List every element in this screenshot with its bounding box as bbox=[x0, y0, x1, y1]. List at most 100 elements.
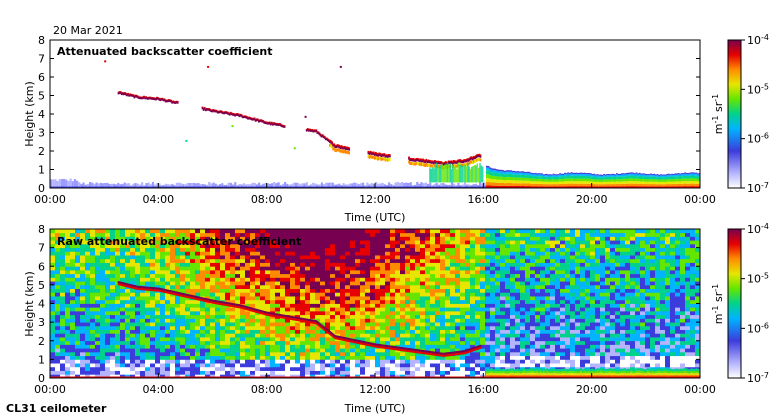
raw-cell bbox=[370, 232, 376, 237]
raw-cell bbox=[320, 277, 326, 282]
raw-cell bbox=[325, 374, 331, 378]
raw-cell bbox=[140, 310, 146, 316]
mixed-layer-cell bbox=[611, 186, 613, 188]
mixed-layer-cell bbox=[572, 181, 574, 184]
raw-cell bbox=[385, 229, 391, 234]
raw-cell bbox=[190, 243, 196, 249]
raw-cell bbox=[120, 277, 126, 282]
aerosol-cell bbox=[401, 181, 404, 188]
aerosol-cell bbox=[78, 182, 81, 188]
raw-cell bbox=[310, 299, 316, 304]
aerosol-cell bbox=[102, 186, 105, 188]
aerosol-cell bbox=[424, 182, 428, 188]
raw-cell bbox=[165, 273, 171, 278]
cloud-cell bbox=[415, 157, 418, 160]
mixed-layer-cell bbox=[539, 186, 542, 188]
raw-cell bbox=[85, 314, 91, 319]
raw-cell bbox=[150, 355, 156, 360]
raw-cell bbox=[110, 229, 116, 234]
mixed-layer-cell bbox=[489, 175, 492, 179]
mixed-layer-cell bbox=[570, 173, 573, 176]
raw-cell bbox=[210, 374, 216, 378]
raw-cell bbox=[185, 277, 191, 282]
raw-cell bbox=[200, 374, 206, 378]
aerosol-cell bbox=[316, 186, 319, 188]
raw-cell bbox=[165, 351, 171, 357]
cloud-cell bbox=[330, 141, 332, 144]
raw-cell bbox=[320, 348, 326, 353]
raw-cell bbox=[215, 281, 221, 286]
raw-cell bbox=[310, 329, 316, 334]
mixed-layer-cell bbox=[581, 181, 584, 184]
raw-cell bbox=[110, 329, 116, 334]
raw-cell bbox=[60, 318, 66, 323]
raw-cell bbox=[155, 251, 161, 256]
raw-cell bbox=[385, 310, 391, 316]
mixed-layer-cell bbox=[529, 173, 532, 176]
cloud-cell bbox=[456, 164, 458, 168]
raw-cell bbox=[305, 255, 311, 260]
raw-cell bbox=[65, 374, 71, 378]
raw-cell bbox=[90, 277, 96, 282]
raw-cell bbox=[240, 243, 246, 249]
aerosol-cell bbox=[370, 182, 373, 188]
raw-cell bbox=[255, 243, 261, 249]
mixed-layer-cell bbox=[593, 184, 596, 187]
mixed-layer-cell bbox=[531, 174, 534, 176]
raw-cell bbox=[110, 277, 116, 282]
raw-cell bbox=[135, 333, 141, 338]
raw-cell bbox=[225, 258, 231, 263]
raw-cell bbox=[120, 255, 126, 260]
raw-cell bbox=[235, 236, 241, 241]
raw-cell bbox=[190, 340, 196, 345]
mixed-layer-cell bbox=[536, 173, 539, 175]
raw-cell bbox=[305, 269, 311, 275]
raw-cell bbox=[65, 251, 71, 256]
raw-cell bbox=[335, 284, 341, 290]
mixed-layer-cell bbox=[568, 173, 571, 175]
raw-cell bbox=[140, 299, 146, 304]
raw-cell bbox=[185, 273, 191, 278]
raw-cell bbox=[345, 229, 351, 234]
raw-cell bbox=[330, 314, 336, 319]
raw-cell bbox=[350, 359, 356, 364]
mixed-layer-cell bbox=[653, 181, 656, 185]
raw-cell bbox=[205, 363, 211, 368]
raw-cell bbox=[410, 370, 416, 375]
raw-cell bbox=[255, 340, 261, 345]
raw-cell bbox=[230, 333, 236, 338]
raw-cell bbox=[355, 333, 361, 338]
raw-cell bbox=[195, 329, 201, 334]
raw-cell bbox=[310, 344, 316, 349]
aerosol-cell bbox=[372, 183, 376, 188]
raw-cell bbox=[395, 236, 401, 241]
raw-cell bbox=[170, 299, 176, 304]
raw-cell bbox=[265, 333, 271, 338]
cloud-cell bbox=[380, 153, 383, 156]
raw-cell bbox=[280, 374, 286, 378]
aerosol-cell bbox=[479, 186, 482, 188]
raw-cell bbox=[85, 337, 91, 342]
raw-cell bbox=[215, 307, 221, 312]
mixed-layer-cell bbox=[503, 172, 506, 175]
raw-cell bbox=[120, 269, 126, 275]
cloud-cell bbox=[207, 108, 209, 111]
raw-cell bbox=[285, 284, 291, 290]
mixed-layer-cell bbox=[505, 177, 508, 181]
raw-cell bbox=[285, 333, 291, 338]
aerosol-cell bbox=[232, 184, 235, 188]
raw-cell bbox=[410, 281, 416, 286]
raw-cell bbox=[280, 303, 286, 308]
raw-cell bbox=[390, 333, 396, 338]
raw-cell bbox=[350, 363, 356, 368]
raw-cell bbox=[315, 288, 321, 293]
mixed-layer-cell bbox=[520, 186, 522, 188]
raw-cell bbox=[155, 325, 161, 330]
cloud-cell bbox=[414, 162, 417, 166]
cloud-cell bbox=[346, 150, 348, 154]
raw-cell bbox=[185, 348, 191, 353]
cloud-cell bbox=[461, 161, 464, 164]
aerosol-cell bbox=[446, 184, 449, 188]
mixed-layer-cell bbox=[648, 175, 651, 177]
cloud-cell bbox=[170, 100, 173, 103]
